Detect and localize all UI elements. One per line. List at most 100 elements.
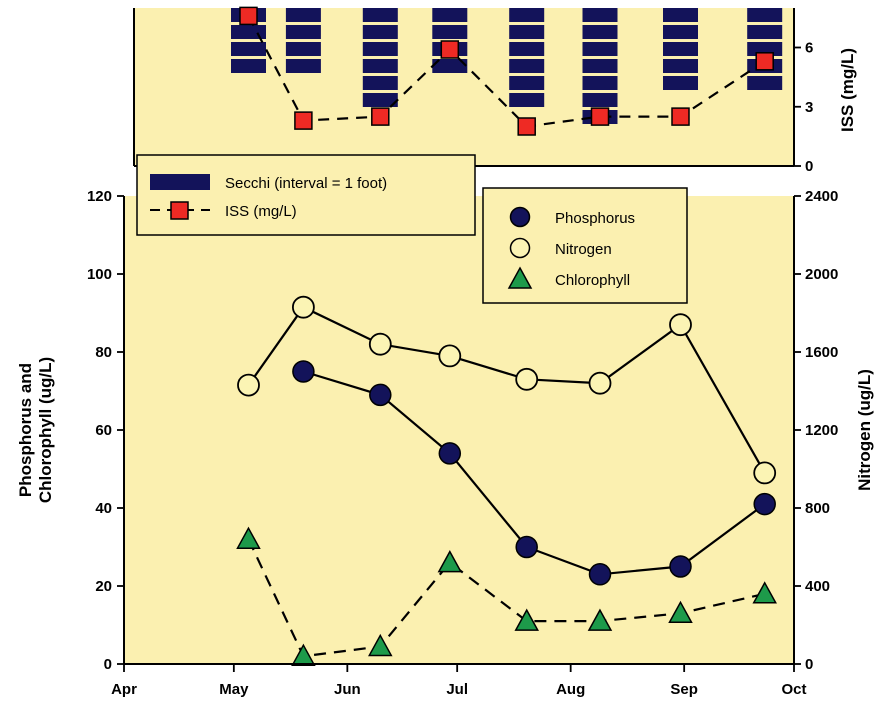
secchi-bar-segment: [285, 8, 321, 22]
iss-marker: [755, 52, 774, 71]
phosphorus-marker: [515, 535, 538, 559]
secchi-bars: [231, 8, 783, 124]
secchi-bar-segment: [509, 76, 545, 90]
chlorophyll-marker: [368, 633, 393, 657]
secchi-bar-segment: [582, 25, 618, 39]
left-y-tick-label: 80: [95, 344, 112, 361]
secchi-bar-segment: [362, 76, 398, 90]
phosphorus-marker: [753, 492, 776, 516]
chlorophyll-marker: [752, 581, 777, 604]
secchi-bar-segment: [362, 59, 398, 73]
x-tick-label: Sep: [670, 681, 698, 698]
nitrogen-marker: [438, 344, 462, 368]
chlorophyll-marker: [514, 608, 540, 631]
x-tick-label: Jul: [446, 681, 468, 698]
chlorophyll-line: [247, 538, 765, 658]
chlorophyll-marker: [587, 608, 613, 631]
nitrogen-marker: [368, 332, 392, 356]
right-y-tick-label: 2000: [805, 266, 838, 283]
secchi-bar-segment: [582, 8, 618, 22]
x-tick-label: Oct: [781, 681, 806, 698]
secchi-bar-segment: [432, 8, 468, 22]
iss-markers: [239, 6, 774, 136]
secchi-bar-segment: [231, 59, 266, 73]
secchi-bar-segment: [362, 25, 398, 39]
left-axis-title-line1: Phosphorus and: [16, 363, 35, 497]
secchi-bar-segment: [362, 8, 398, 22]
secchi-bar-segment: [231, 25, 266, 39]
secchi-bar-segment: [582, 76, 618, 90]
iss-marker: [294, 111, 313, 130]
top-right-axis-title: ISS (mg/L): [838, 48, 857, 132]
iss-marker: [590, 107, 610, 126]
axes: Apr May Jun Jul Aug Sep Oct0204060801001200400…: [87, 40, 838, 699]
secchi-bar-segment: [285, 42, 321, 56]
x-tick-label: Aug: [556, 681, 585, 698]
secchi-bar-segment: [663, 59, 698, 73]
secchi-bar-segment: [285, 25, 321, 39]
bottom-panel-background: [124, 196, 794, 664]
secchi-bar-segment: [432, 25, 468, 39]
legend-iss-label: ISS (mg/L): [225, 203, 297, 220]
nitrogen-marker: [291, 295, 315, 319]
secchi-bar-segment: [663, 76, 698, 90]
phosphorus-marker: [588, 563, 612, 586]
secchi-bar-segment: [432, 59, 468, 73]
right-y-tick-label: 1600: [805, 344, 838, 361]
secchi-bar-segment: [231, 42, 266, 56]
secchi-bar-segment: [509, 8, 545, 22]
left-y-tick-label: 0: [104, 656, 112, 673]
secchi-bar-segment: [285, 59, 321, 73]
legend-secchi-label: Secchi (interval = 1 foot): [225, 175, 387, 192]
secchi-bar-segment: [582, 93, 618, 107]
right-y-tick-label: 0: [805, 656, 813, 673]
legend-chlorophyll-marker: [507, 266, 533, 289]
secchi-bar-segment: [663, 42, 698, 56]
nitrogen-marker: [588, 371, 612, 395]
secchi-bar-segment: [663, 8, 698, 22]
left-y-tick-label: 100: [87, 266, 112, 283]
iss-marker: [671, 107, 690, 126]
phosphorus-marker: [292, 360, 315, 383]
legend-iss-marker: [170, 201, 189, 220]
chlorophyll-marker: [236, 526, 261, 549]
iss-line: [247, 15, 766, 128]
iss-marker: [239, 6, 258, 26]
left-y-tick-label: 40: [95, 500, 112, 517]
top-right-y-tick-label: 0: [805, 158, 813, 175]
nitrogen-marker: [669, 313, 692, 337]
left-y-tick-label: 20: [95, 578, 112, 595]
iss-marker: [517, 117, 536, 136]
right-y-tick-label: 1200: [805, 422, 838, 439]
top-right-y-tick-label: 6: [805, 40, 813, 57]
bottom-right-axis-title: Nitrogen (ug/L): [855, 369, 874, 491]
left-y-tick-label: 120: [87, 188, 112, 205]
secchi-bar-segment: [509, 59, 545, 73]
secchi-bar-segment: [582, 42, 618, 56]
top-legend: Secchi (interval = 1 foot) ISS (mg/L): [136, 154, 476, 236]
chlorophyll-marker: [437, 550, 463, 573]
bottom-legend: Phosphorus Nitrogen Chlorophyll: [482, 187, 688, 304]
legend-nitrogen-label: Nitrogen: [555, 241, 612, 258]
phosphorus-marker: [438, 442, 462, 465]
secchi-bar-segment: [582, 59, 618, 73]
right-y-tick-label: 400: [805, 578, 830, 595]
x-tick-label: Jun: [334, 681, 361, 698]
chlorophyll-marker: [291, 643, 316, 666]
top-legend-box: [136, 154, 476, 236]
secchi-bar-segment: [747, 25, 783, 39]
series-markers: [236, 295, 777, 666]
secchi-bar-segment: [747, 76, 783, 90]
secchi-bar-segment: [663, 25, 698, 39]
nitrogen-marker: [753, 461, 777, 485]
legend-secchi-swatch: [150, 174, 210, 190]
legend-phosphorus-label: Phosphorus: [555, 210, 635, 227]
legend-nitrogen-marker: [509, 237, 531, 259]
secchi-bar-segment: [509, 42, 545, 56]
phosphorus-marker: [369, 383, 392, 407]
x-tick-label: May: [219, 681, 249, 698]
x-tick-label: Apr: [111, 681, 137, 698]
iss-line-path: [247, 15, 766, 128]
left-axis-title-line2: Chlorophyll (ug/L): [36, 357, 55, 503]
